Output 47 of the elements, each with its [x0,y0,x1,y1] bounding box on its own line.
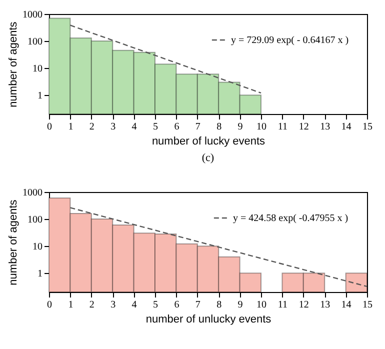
x-tick-label: 8 [216,122,222,132]
x-tick-label: 12 [298,300,309,310]
x-tick-label: 6 [174,122,180,132]
x-tick-label: 9 [238,122,243,132]
y-axis-title: number of agents [8,21,20,108]
x-tick-label: 8 [216,300,222,310]
y-tick-label: 1000 [22,10,42,20]
x-tick-label: 5 [153,300,158,310]
y-tick-label: 100 [28,36,42,48]
x-tick-label: 15 [362,300,372,310]
x-tick-label: 9 [238,300,243,310]
y-tick-label: 10 [32,242,42,253]
x-tick-label: 11 [278,122,288,132]
x-axis-title: number of unlucky events [146,314,272,326]
x-tick-label: 3 [110,300,116,310]
x-tick-label: 13 [320,300,330,310]
y-tick-label: 1000 [22,188,42,198]
x-tick-label: 11 [278,300,288,310]
x-tick-label: 1 [68,122,74,132]
y-tick-label: 100 [28,214,42,226]
x-tick-label: 5 [153,122,158,132]
x-tick-label: 14 [341,122,352,132]
x-tick-label: 3 [110,122,116,132]
x-tick-label: 0 [47,122,52,132]
x-tick-label: 14 [341,300,352,310]
y-axis-title: number of agents [8,199,20,286]
y-tick-label: 10 [32,64,42,75]
x-tick-label: 4 [132,122,137,132]
x-tick-label: 0 [47,300,52,310]
x-tick-label: 15 [362,122,372,132]
x-tick-label: 10 [256,300,266,310]
y-tick-label: 1 [38,268,42,280]
x-tick-label: 10 [256,122,266,132]
x-tick-label: 2 [89,300,94,310]
x-tick-label: 6 [174,300,180,310]
x-tick-label: 7 [195,122,200,132]
x-tick-label: 13 [320,122,330,132]
x-tick-label: 12 [298,122,309,132]
y-tick-label: 1 [38,90,42,102]
text: (c) [202,152,214,164]
x-tick-label: 7 [195,300,200,310]
x-axis-title: number of lucky events [152,136,266,148]
legend-label: y = 729.09 exp( - 0.64167 x ) [231,35,349,46]
x-tick-label: 4 [132,300,137,310]
x-tick-label: 2 [89,122,94,132]
legend-label: y = 424.58 exp( -0.47955 x ) [233,213,348,224]
x-tick-label: 1 [68,300,74,310]
